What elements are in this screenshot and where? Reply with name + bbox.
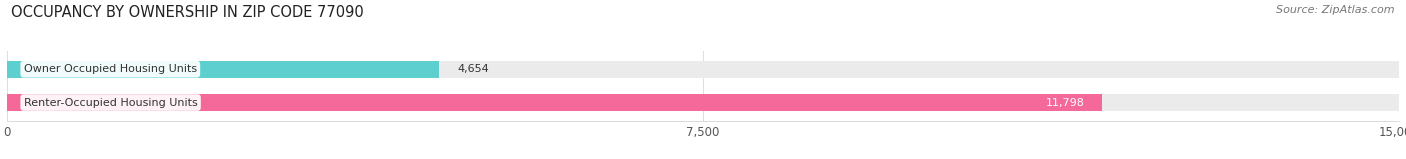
Bar [7,61,439,78]
Bar [7,94,1102,111]
Text: 11,798: 11,798 [1046,97,1085,107]
Text: Owner Occupied Housing Units: Owner Occupied Housing Units [24,64,197,74]
Bar [7,94,1399,111]
Text: Renter-Occupied Housing Units: Renter-Occupied Housing Units [24,97,197,107]
Text: Source: ZipAtlas.com: Source: ZipAtlas.com [1277,5,1395,15]
Text: 4,654: 4,654 [457,64,489,74]
Text: OCCUPANCY BY OWNERSHIP IN ZIP CODE 77090: OCCUPANCY BY OWNERSHIP IN ZIP CODE 77090 [11,5,364,20]
Bar [7,61,1399,78]
